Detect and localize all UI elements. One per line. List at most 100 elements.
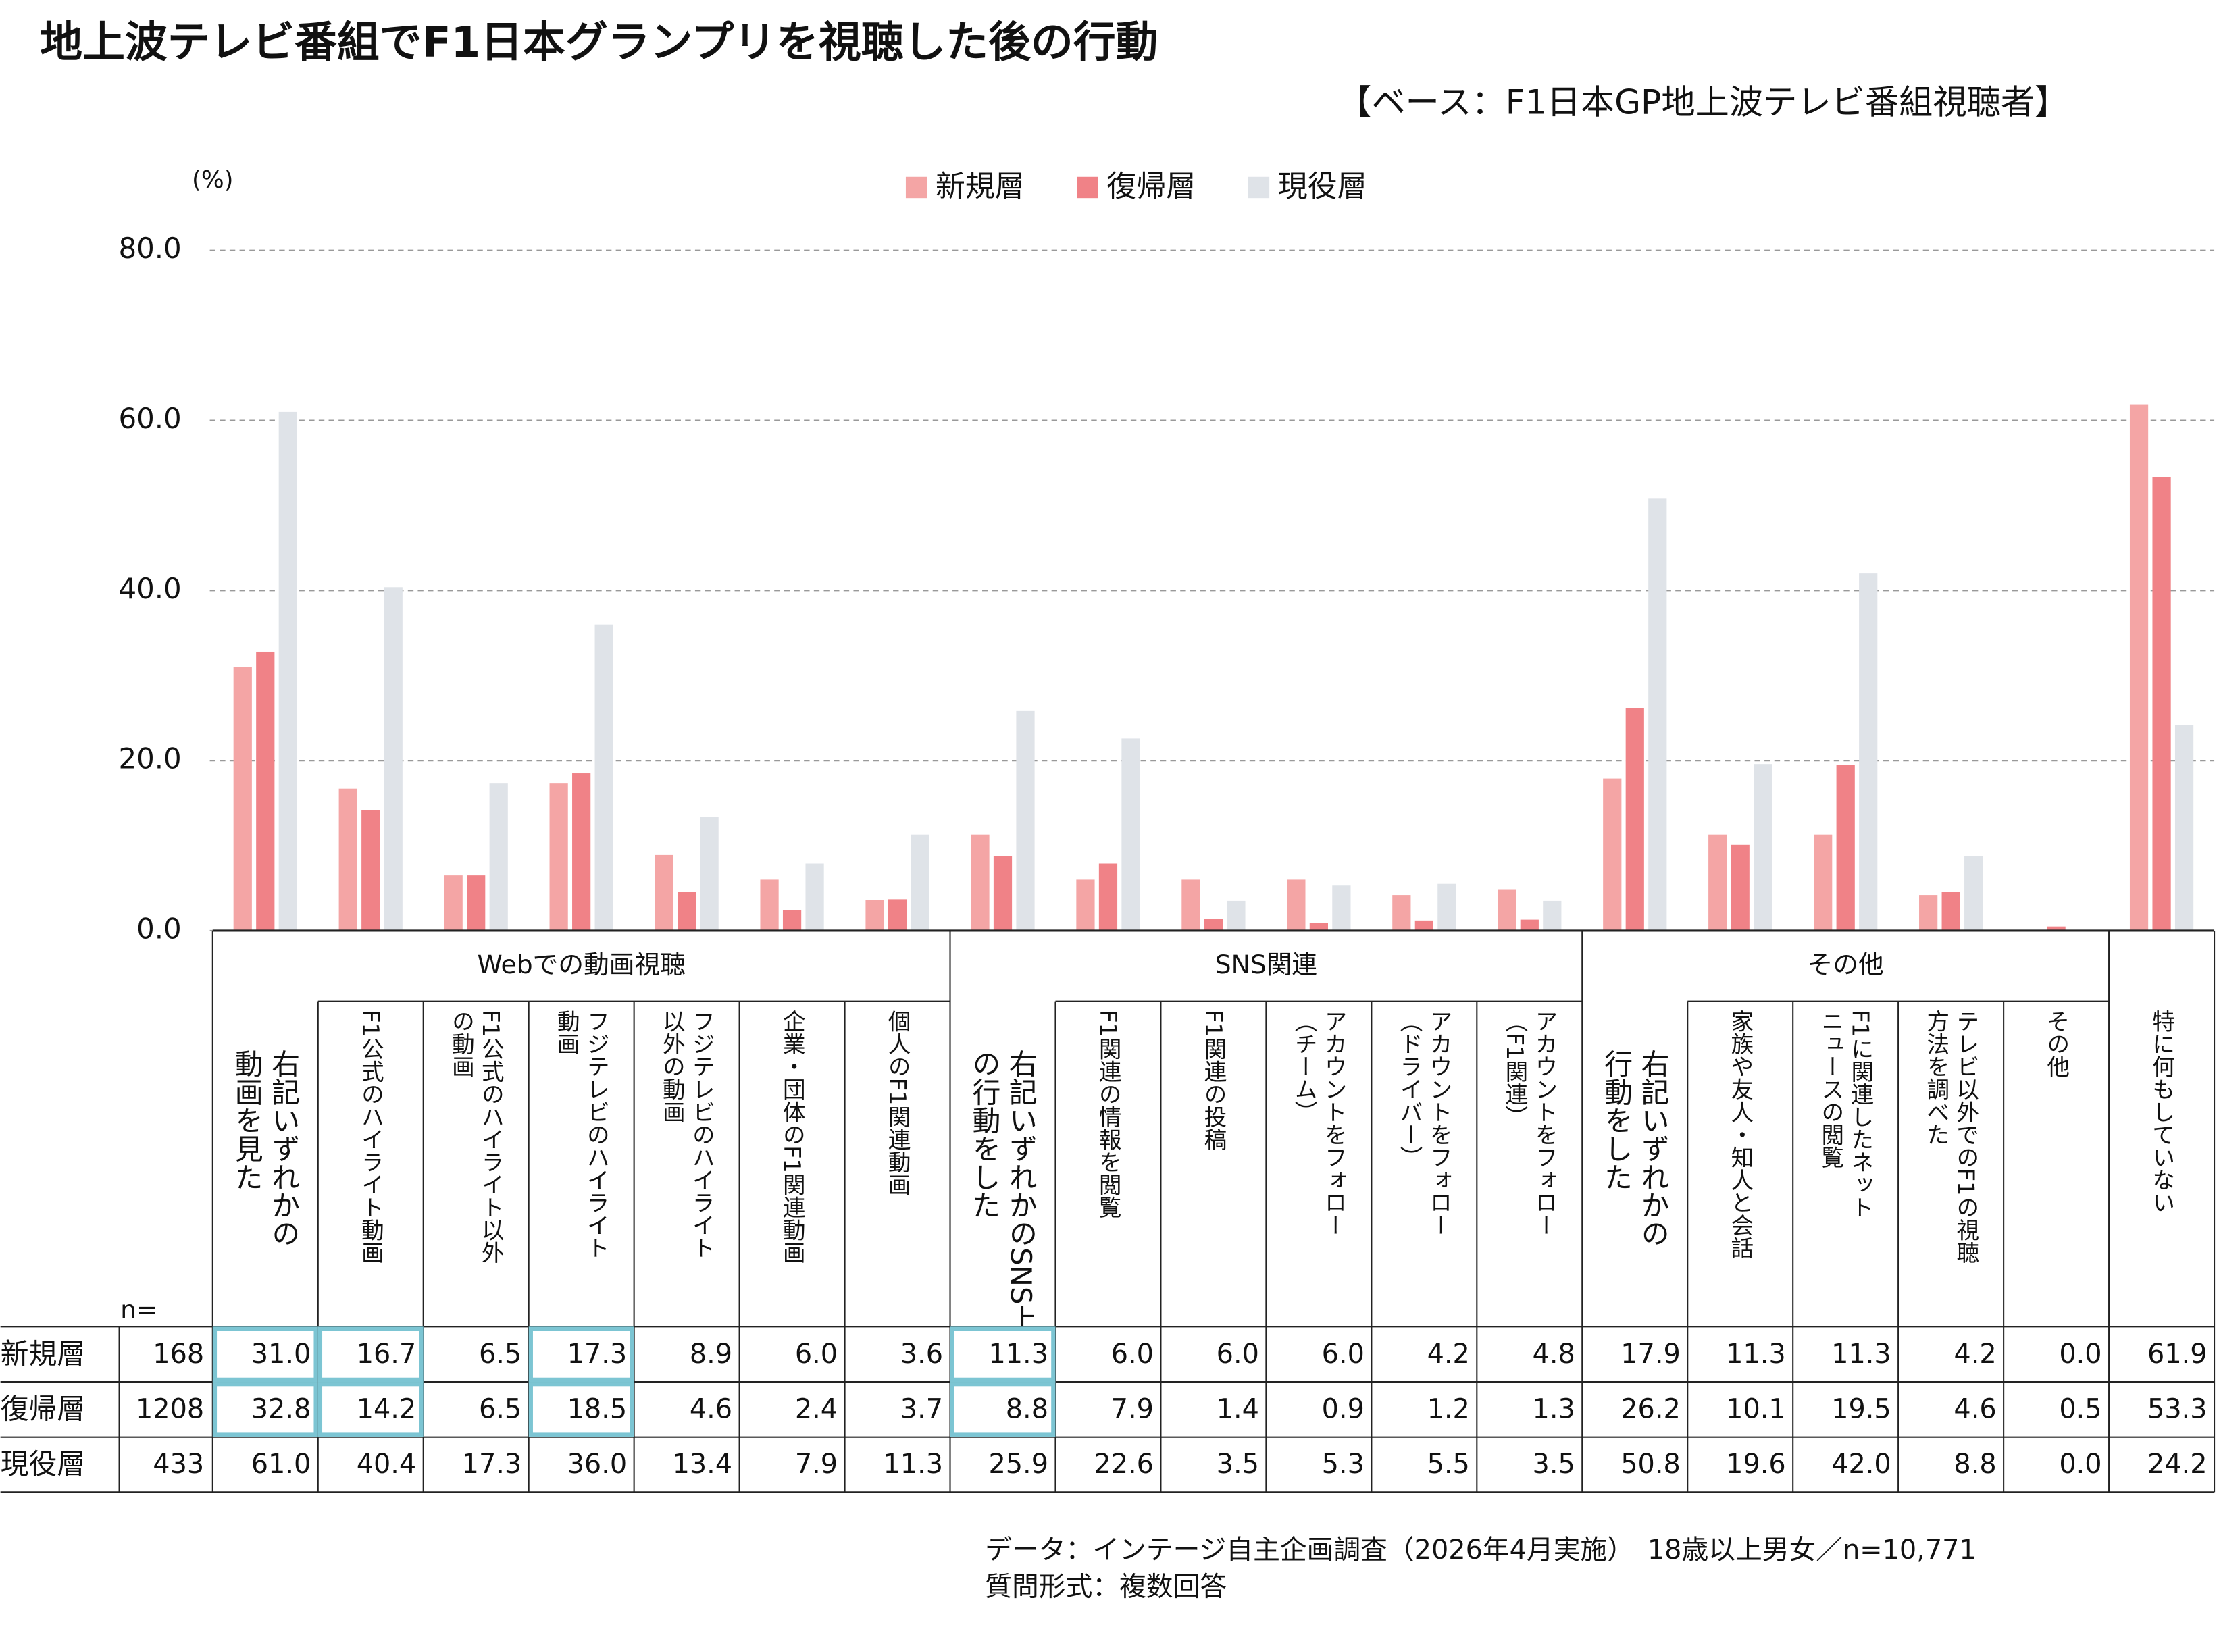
highlight-box — [212, 1326, 318, 1383]
y-tick-label: 60.0 — [118, 402, 181, 435]
bar — [1392, 895, 1411, 931]
bar — [338, 788, 357, 931]
bar — [1181, 879, 1200, 931]
group-label: SNS関連 — [1215, 950, 1317, 979]
table-value: 42.0 — [1831, 1449, 1891, 1480]
y-tick-label: 20.0 — [118, 742, 181, 775]
bar — [655, 854, 673, 931]
category-label-box: フジテレビのハイライト 動画 — [553, 1010, 610, 1259]
y-tick-label: 40.0 — [118, 572, 181, 605]
bar — [865, 900, 884, 931]
category-label-box: 企業・団体のF1関連動画 — [779, 1010, 806, 1264]
bar — [1332, 885, 1351, 931]
table-value: 5.5 — [1427, 1449, 1470, 1480]
table-value: 6.0 — [1322, 1339, 1364, 1370]
table-value: 18.5 — [567, 1393, 628, 1424]
bar — [1919, 895, 1938, 931]
bar — [1836, 765, 1855, 931]
category-label-box: 特に何もしていない — [2148, 1010, 2175, 1214]
bar — [1859, 573, 1878, 931]
category-label-box: F1に関連したネット ニュースの閲覧 — [1817, 1010, 1874, 1218]
table-value: 0.9 — [1322, 1393, 1364, 1424]
bar — [467, 875, 486, 931]
table-value: 11.3 — [884, 1449, 944, 1480]
table-value: 19.6 — [1726, 1449, 1786, 1480]
category-label-box: フジテレビのハイライト 以外の動画 — [659, 1010, 715, 1259]
row-label: 現役層 — [1, 1447, 86, 1480]
row-label: 新規層 — [1, 1337, 86, 1370]
highlight-box — [950, 1326, 1056, 1383]
table-value: 22.6 — [1094, 1449, 1154, 1480]
table-value: 6.0 — [795, 1339, 838, 1370]
bar — [700, 817, 719, 931]
legend-label: 復帰層 — [1106, 170, 1196, 204]
table-value: 6.5 — [479, 1339, 521, 1370]
category-label: アカウントをフォロー （チーム） — [1290, 1010, 1348, 1237]
bar — [1731, 844, 1750, 931]
highlight-box — [212, 1382, 318, 1437]
legend-swatch — [905, 176, 927, 199]
bar — [993, 856, 1013, 931]
row-n: 433 — [153, 1449, 204, 1480]
table-value: 40.4 — [357, 1449, 417, 1480]
bar — [1648, 498, 1667, 931]
category-label: F1関連の情報を閲覧 — [1094, 1010, 1122, 1218]
bar — [384, 587, 403, 931]
table-value: 6.0 — [1111, 1339, 1154, 1370]
bar — [1121, 738, 1140, 931]
table-value: 61.0 — [251, 1449, 311, 1480]
table-value: 31.0 — [251, 1339, 311, 1370]
category-label: 右記いずれかの 行動をした — [1599, 1049, 1670, 1248]
table-value: 1.2 — [1427, 1393, 1470, 1424]
table-value: 53.3 — [2147, 1393, 2208, 1424]
bar — [278, 411, 297, 931]
category-label: アカウントをフォロー （ドライバー） — [1396, 1010, 1453, 1237]
bar — [1754, 764, 1772, 931]
bar — [888, 899, 907, 931]
bar — [1076, 879, 1095, 931]
highlight-box — [317, 1382, 424, 1437]
bar — [1708, 834, 1727, 931]
table-value: 17.9 — [1621, 1339, 1681, 1370]
table-value: 32.8 — [251, 1393, 311, 1424]
highlight-box — [528, 1326, 634, 1383]
category-label: 個人のF1関連動画 — [884, 1010, 911, 1196]
table-value: 5.3 — [1322, 1449, 1364, 1480]
table-value: 6.0 — [1217, 1339, 1259, 1370]
bar — [971, 834, 990, 931]
table-value: 7.9 — [1111, 1393, 1154, 1424]
bar — [2047, 926, 2066, 931]
n-header: n= — [120, 1295, 157, 1324]
bar — [1098, 863, 1118, 931]
highlight-box — [950, 1382, 1056, 1437]
table-value: 3.5 — [1217, 1449, 1259, 1480]
table-value: 8.9 — [690, 1339, 732, 1370]
table-value: 6.5 — [479, 1393, 521, 1424]
chart-title: 地上波テレビ番組でF1日本グランプリを視聴した後の行動 — [40, 18, 1158, 67]
table-value: 7.9 — [795, 1449, 838, 1480]
highlight-box — [528, 1382, 634, 1437]
highlight-box — [317, 1326, 424, 1383]
bar — [1941, 892, 1960, 931]
category-label-box: アカウントをフォロー （ドライバー） — [1396, 1010, 1453, 1237]
category-label-box: 個人のF1関連動画 — [884, 1010, 911, 1196]
table-value: 36.0 — [567, 1449, 628, 1480]
category-label: その他 — [2043, 1010, 2070, 1078]
legend-label: 現役層 — [1278, 170, 1367, 204]
category-label-box: F1公式のハイライト動画 — [357, 1010, 384, 1264]
category-label: テレビ以外でのF1の視聴 方法を調べた — [1922, 1010, 1980, 1264]
legend-swatch — [1077, 176, 1098, 199]
table-value: 3.6 — [900, 1339, 943, 1370]
bar — [1964, 856, 1983, 931]
bar — [911, 834, 929, 931]
table-value: 4.6 — [1954, 1393, 1996, 1424]
table-value: 4.2 — [1427, 1339, 1470, 1370]
bar — [1498, 889, 1516, 931]
row-label: 復帰層 — [1, 1392, 86, 1425]
table-value: 24.2 — [2147, 1449, 2208, 1480]
table-value: 0.5 — [2059, 1393, 2101, 1424]
table-value: 14.2 — [357, 1393, 417, 1424]
table-value: 17.3 — [462, 1449, 522, 1480]
bar — [1814, 834, 1833, 931]
category-label-box: F1関連の情報を閲覧 — [1094, 1010, 1122, 1218]
